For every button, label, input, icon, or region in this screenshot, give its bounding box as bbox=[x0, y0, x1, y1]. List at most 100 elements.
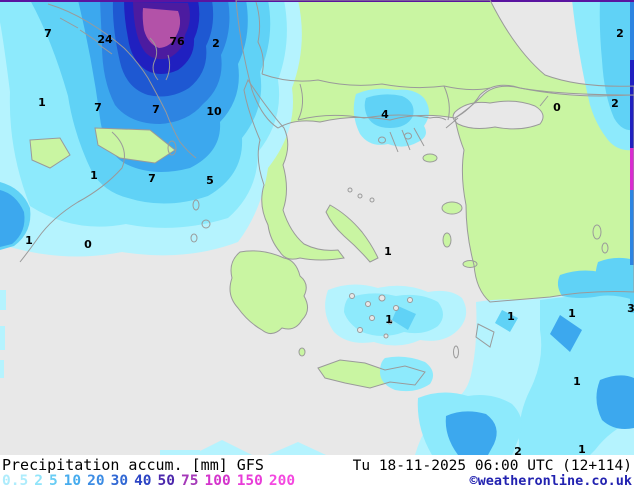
island-sporades3 bbox=[369, 197, 375, 203]
map-value-labels: 7 24 76 221 7 7 10 40 21 7 51 011 1 1 312 1 bbox=[25, 27, 634, 455]
border-danube bbox=[261, 73, 491, 91]
island-cyclade bbox=[378, 294, 386, 302]
coastline-layer bbox=[167, 0, 634, 389]
legend-scale: 0.5 2 5 10 20 30 40 50 75 100 150 200 bbox=[2, 473, 295, 489]
map-footer: Precipitation accum. [mm] GFS Tu 18-11-2… bbox=[0, 455, 634, 490]
island-ionian3 bbox=[190, 233, 198, 243]
precip-sw-turkey bbox=[557, 270, 600, 298]
island-sporades1 bbox=[347, 187, 353, 193]
border-turkey-bulgaria bbox=[443, 85, 450, 121]
precip-value-label: 5 bbox=[206, 174, 214, 187]
precip-bottom-strip bbox=[160, 450, 200, 455]
land-lemnos bbox=[423, 154, 437, 162]
precip-value-label: 1 bbox=[578, 443, 586, 455]
legend-value: 2 bbox=[34, 473, 43, 489]
precip-value-label: 2 bbox=[514, 445, 522, 455]
precip-value-label: 3 bbox=[627, 302, 634, 315]
lake-turkey2 bbox=[601, 242, 609, 254]
land-corfu bbox=[167, 140, 177, 156]
land-italy-spur bbox=[29, 137, 71, 169]
precip-value-label: 1 bbox=[90, 169, 98, 182]
island-cyclade bbox=[383, 333, 389, 339]
land-chios bbox=[442, 232, 452, 248]
precip-value-label: 7 bbox=[44, 27, 52, 40]
island-cyclade bbox=[349, 293, 355, 299]
legend-value: 30 bbox=[110, 473, 129, 489]
land-lesbos bbox=[441, 201, 463, 215]
precip-value-label: 1 bbox=[573, 375, 581, 388]
border-serbia bbox=[255, 1, 264, 75]
precip-value-label: 0 bbox=[84, 238, 92, 251]
land-chios bbox=[443, 233, 451, 247]
legend-value: 20 bbox=[87, 473, 105, 489]
attribution-link[interactable]: ©weatheronline.co.uk bbox=[469, 473, 632, 489]
island-cyclade bbox=[369, 315, 375, 321]
island-cyclade bbox=[387, 319, 393, 325]
coast-italy-taranto bbox=[19, 131, 125, 263]
lake-turkey1 bbox=[592, 224, 602, 240]
precip-left-sliver2 bbox=[0, 326, 5, 350]
precip-value-label: 1 bbox=[385, 313, 393, 326]
map-title: Precipitation accum. [mm] GFS bbox=[2, 456, 264, 474]
precip-bottom-tri2 bbox=[268, 442, 326, 455]
sea-marmara bbox=[453, 101, 544, 129]
land-crete bbox=[317, 359, 426, 389]
precip-value-label: 76 bbox=[169, 35, 185, 48]
precip-value-label: 7 bbox=[148, 172, 156, 185]
precip-value-label: 24 bbox=[97, 33, 113, 46]
legend-value: 75 bbox=[181, 473, 199, 489]
precip-value-label: 2 bbox=[611, 97, 619, 110]
precip-se-blob2 bbox=[596, 375, 634, 429]
legend-value: 100 bbox=[204, 473, 231, 489]
land-anatolia bbox=[454, 85, 634, 303]
land-greece-mainland bbox=[243, 78, 345, 261]
precip-edge-strip-magenta bbox=[630, 148, 634, 190]
land-thassos bbox=[378, 136, 386, 144]
precip-rhodes-diamond bbox=[495, 310, 518, 332]
land-balkans bbox=[236, 0, 634, 128]
border-greece-bulgaria bbox=[297, 114, 447, 121]
precip-bottom-tri1 bbox=[192, 440, 252, 455]
legend-value: 150 bbox=[236, 473, 263, 489]
precip-taranto-core bbox=[0, 190, 25, 247]
precip-edge-strip-blue1 bbox=[630, 2, 634, 60]
coast-chalkidiki bbox=[389, 127, 425, 153]
island-cyclade bbox=[365, 301, 371, 307]
land-kythira bbox=[299, 348, 305, 356]
precip-value-label: 7 bbox=[152, 103, 160, 116]
land-italy-heel bbox=[94, 127, 176, 164]
precip-value-label: 1 bbox=[384, 245, 392, 258]
precip-edge-strip-blue2 bbox=[630, 190, 634, 265]
coast-dalmatia-islands1 bbox=[59, 17, 113, 55]
precip-value-label: 1 bbox=[38, 96, 46, 109]
border-bulgaria-west bbox=[297, 83, 304, 121]
precip-value-label: 4 bbox=[381, 108, 389, 121]
land-samos bbox=[462, 260, 478, 268]
land-peloponnese bbox=[229, 250, 308, 334]
coast-dalmatia bbox=[47, 3, 197, 159]
cyclades-islands bbox=[347, 187, 413, 339]
land-euboea bbox=[326, 205, 378, 262]
map-canvas: 7 24 76 221 7 7 10 40 21 7 51 011 1 1 312 1 bbox=[0, 0, 634, 455]
precip-edge-strip-cyan bbox=[630, 265, 634, 313]
precip-band-75-core bbox=[142, 8, 181, 48]
island-cyclade bbox=[357, 327, 363, 333]
strait-dardanelles bbox=[445, 117, 459, 129]
sea-marmara bbox=[452, 100, 544, 130]
precip-value-label: 0 bbox=[553, 101, 561, 114]
legend-value: 200 bbox=[268, 473, 296, 489]
precip-value-label: 7 bbox=[94, 101, 102, 114]
land-peloponnese bbox=[230, 250, 308, 334]
precip-value-label: 2 bbox=[212, 37, 220, 50]
precip-value-label: 2 bbox=[616, 27, 624, 40]
legend-value: 10 bbox=[63, 473, 82, 489]
precip-se-blob1 bbox=[550, 315, 582, 352]
strait-bosporus bbox=[539, 95, 549, 107]
precip-value-label: 10 bbox=[206, 105, 222, 118]
precip-bottom-core bbox=[445, 411, 497, 455]
precip-blacksea-core bbox=[599, 0, 634, 131]
legend-value: 5 bbox=[48, 473, 58, 489]
island-cyclade bbox=[393, 305, 399, 311]
island-sporades2 bbox=[357, 193, 363, 199]
